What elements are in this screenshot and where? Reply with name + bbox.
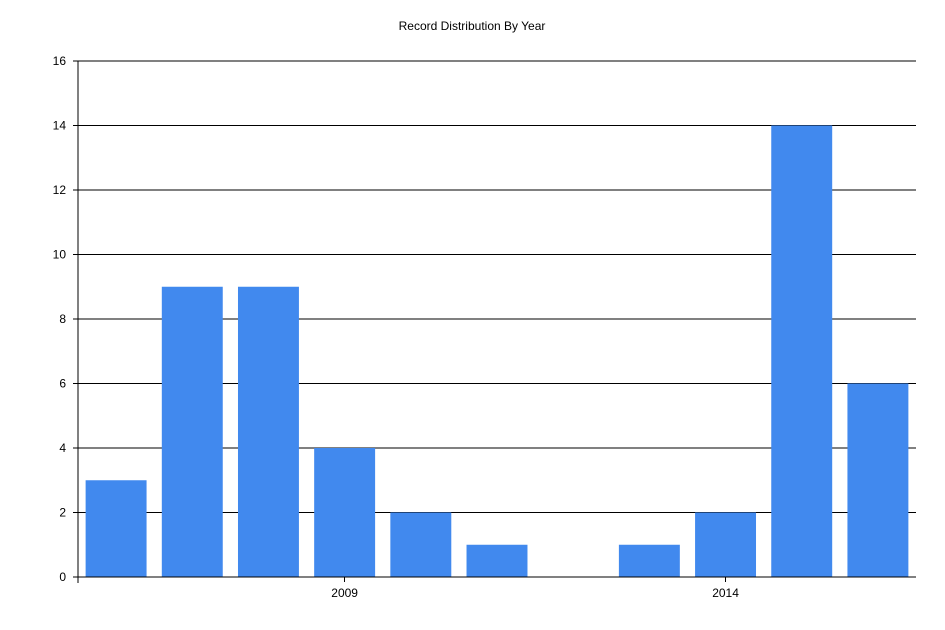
y-tick-label: 2 (59, 506, 66, 520)
y-tick-label: 16 (53, 54, 67, 68)
bar-2010 (390, 512, 452, 577)
bar-2015 (771, 125, 833, 577)
x-tick-label: 2009 (331, 586, 358, 600)
bar-2009 (314, 448, 376, 577)
y-tick-label: 0 (59, 570, 66, 584)
bar-2006 (85, 480, 147, 577)
bar-2011 (466, 544, 528, 577)
axes (77, 61, 916, 583)
y-tick-label: 6 (59, 377, 66, 391)
y-tick-label: 4 (59, 441, 66, 455)
x-tick-labels: 2009 2014 (331, 577, 739, 600)
y-tick-label: 14 (53, 119, 67, 133)
bar-2013 (618, 544, 680, 577)
bar-2007 (161, 286, 223, 577)
y-tick-label: 10 (53, 248, 67, 262)
x-tick-label: 2014 (712, 586, 739, 600)
chart-title: Record Distribution By Year (399, 19, 546, 33)
bars (85, 125, 909, 577)
y-tick-label: 12 (53, 183, 67, 197)
bar-2014 (695, 512, 757, 577)
bar-2016 (847, 383, 909, 577)
y-tick-labels: 0 2 4 6 8 10 12 14 16 (53, 54, 78, 584)
bar-2008 (237, 286, 299, 577)
y-tick-label: 8 (59, 312, 66, 326)
